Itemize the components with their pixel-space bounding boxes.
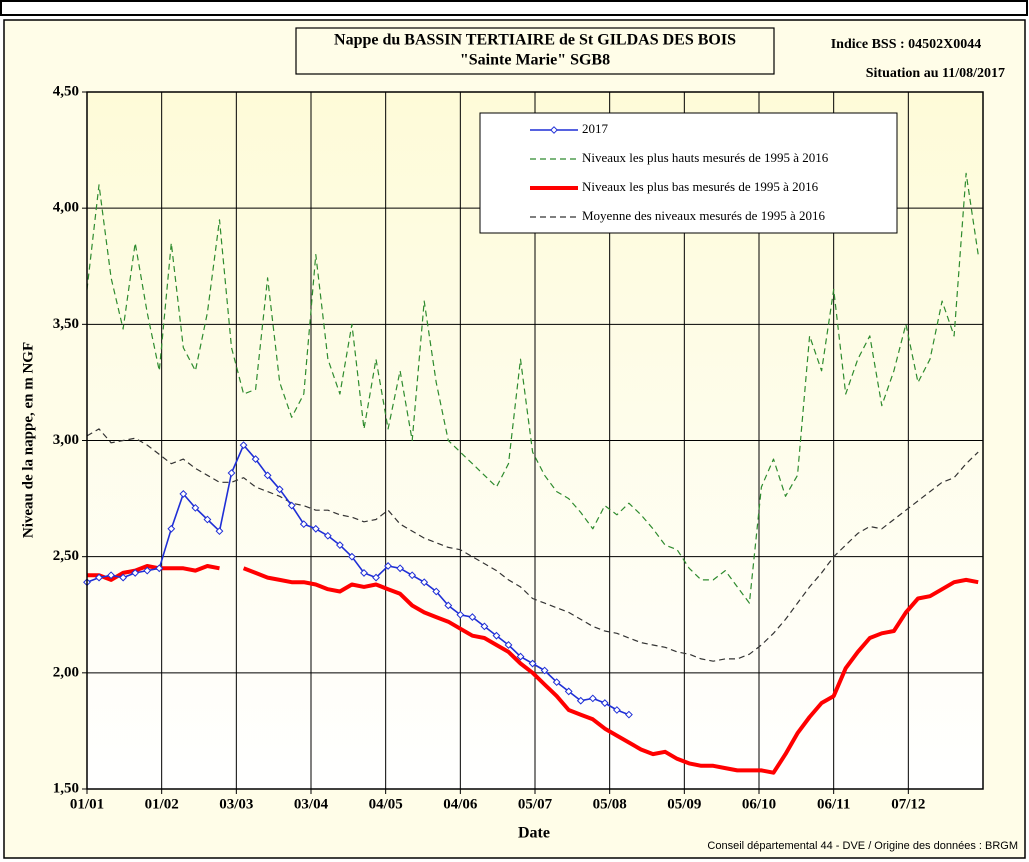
point-marker [239, 441, 248, 450]
series-line [86, 428, 979, 662]
indice: Indice BSS : 04502X0044 [831, 37, 982, 52]
legend-label: 2017 [582, 121, 609, 136]
title-box [295, 27, 775, 75]
point-marker [263, 471, 272, 480]
point-marker [155, 564, 164, 573]
x-tick-label: 04/06 [443, 796, 478, 812]
point-marker [552, 678, 561, 687]
y-tick-label: 1,50 [53, 780, 79, 796]
point-marker [588, 694, 597, 703]
legend-marker [550, 126, 558, 134]
point-marker [396, 564, 405, 573]
point-marker [299, 520, 308, 529]
chart-subtitle: "Sainte Marie" SGB8 [460, 52, 610, 69]
point-marker [600, 699, 609, 707]
point-marker [335, 541, 344, 549]
y-tick-label: 2,00 [53, 664, 79, 680]
point-marker [540, 666, 549, 675]
legend: 2017 Niveaux les plus hauts mesurés de 19… [479, 112, 898, 234]
y-tick-label: 4,00 [53, 200, 79, 216]
x-tick-label: 03/04 [294, 796, 329, 812]
point-marker [287, 501, 296, 510]
point-marker [203, 515, 212, 524]
point-marker [107, 571, 115, 580]
x-tick-label: 06/11 [817, 796, 850, 812]
point-marker [311, 524, 320, 533]
x-tick-label: 07/12 [891, 796, 925, 812]
point-marker [492, 631, 501, 640]
situation: Situation au 11/08/2017 [866, 66, 1005, 81]
point-marker [432, 587, 441, 596]
point-marker [275, 485, 284, 494]
y-tick-label: 2,50 [53, 548, 79, 564]
point-marker [444, 601, 453, 610]
point-marker [564, 687, 573, 696]
point-marker [456, 610, 465, 619]
point-marker [251, 455, 260, 463]
series-line [86, 172, 979, 604]
point-marker [131, 569, 140, 577]
x-tick-label: 05/09 [667, 796, 701, 812]
point-marker [227, 469, 236, 477]
x-tick-label: 01/01 [70, 796, 104, 812]
x-tick-label: 05/08 [593, 796, 627, 812]
point-marker [215, 527, 224, 536]
point-marker [528, 659, 537, 668]
point-marker [179, 490, 188, 498]
point-marker [167, 524, 176, 533]
source-note: Conseil départemental 44 - DVE / Origine… [707, 840, 1018, 852]
legend-box [479, 112, 898, 234]
y-tick-label: 3,50 [53, 316, 79, 332]
point-marker [408, 571, 417, 580]
x-tick-label: 03/03 [219, 796, 253, 812]
x-tick-label: 06/10 [742, 796, 776, 812]
point-marker [372, 573, 380, 582]
point-marker [323, 531, 332, 540]
chart-title: Nappe du BASSIN TERTIAIRE de St GILDAS D… [334, 32, 736, 49]
x-tick-label: 04/05 [369, 796, 403, 812]
x-axis-title: Date [518, 825, 550, 842]
point-marker [468, 613, 477, 621]
y-axis-title: Niveau de la nappe, en m NGF [20, 342, 36, 538]
point-marker [95, 573, 103, 582]
point-marker [625, 710, 633, 719]
x-tick-label: 05/07 [518, 796, 553, 812]
point-marker [360, 569, 368, 577]
series-line [86, 444, 630, 716]
point-marker [516, 652, 525, 661]
legend-label: Niveaux les plus hauts mesurés de 1995 à… [582, 150, 829, 165]
legend-label: Moyenne des niveaux mesurés de 1995 à 20… [582, 208, 825, 223]
series-line [87, 564, 979, 775]
point-marker [504, 641, 513, 649]
point-marker [191, 503, 200, 512]
point-marker [576, 696, 585, 705]
point-marker [143, 566, 152, 575]
point-marker [384, 562, 392, 570]
point-marker [420, 578, 429, 587]
point-marker [348, 552, 356, 561]
point-marker [612, 706, 621, 714]
y-tick-label: 4,50 [53, 83, 79, 99]
legend-label: Niveaux les plus bas mesurés de 1995 à 2… [582, 179, 819, 194]
top-strip [0, 0, 1028, 16]
plot-border [86, 91, 984, 790]
x-tick-label: 01/02 [145, 796, 179, 812]
series-layer [83, 172, 979, 775]
point-marker [480, 622, 489, 631]
point-marker [119, 573, 128, 582]
y-tick-label: 3,00 [53, 432, 79, 448]
